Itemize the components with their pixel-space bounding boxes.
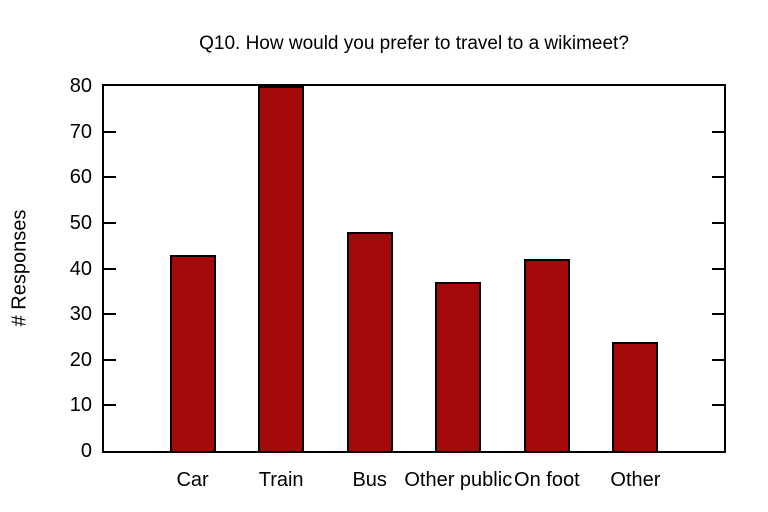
y-tick-mark-right [712, 221, 724, 224]
y-tick-label: 10 [69, 394, 92, 417]
bar-train [258, 86, 305, 451]
bar-on-foot [523, 259, 570, 451]
y-tick-label: 70 [69, 120, 92, 143]
y-tick-mark-left [104, 313, 116, 316]
bar-car [169, 254, 216, 451]
chart-title: Q10. How would you prefer to travel to a… [199, 33, 629, 54]
y-tick-mark-right [712, 130, 724, 133]
y-tick-mark-left [104, 130, 116, 133]
y-tick-mark-right [712, 358, 724, 361]
y-tick-mark-right [712, 404, 724, 407]
plot-area [102, 84, 726, 453]
y-tick-mark-left [104, 267, 116, 270]
y-tick-label: 60 [69, 166, 92, 189]
y-tick-label: 50 [69, 211, 92, 234]
y-tick-label: 20 [69, 348, 92, 371]
bar-bus [346, 232, 393, 451]
y-tick-mark-left [104, 221, 116, 224]
y-tick-mark-right [712, 313, 724, 316]
x-category-label-car: Car [176, 469, 209, 491]
y-tick-mark-left [104, 404, 116, 407]
x-category-label-other: Other [610, 469, 661, 491]
x-category-label-bus: Bus [352, 469, 387, 491]
x-category-label-train: Train [258, 469, 304, 491]
y-tick-label: 80 [69, 75, 92, 97]
y-tick-label: 0 [80, 440, 92, 462]
y-tick-label: 40 [69, 257, 92, 280]
y-tick-mark-right [712, 176, 724, 179]
bar-other-public [435, 282, 482, 451]
y-tick-mark-left [104, 358, 116, 361]
bar-other [612, 341, 659, 451]
x-category-label-other-public: Other public [404, 469, 513, 491]
x-category-label-on-foot: On foot [514, 469, 580, 491]
y-tick-label: 30 [69, 303, 92, 326]
y-tick-mark-left [104, 176, 116, 179]
y-tick-mark-right [712, 267, 724, 270]
